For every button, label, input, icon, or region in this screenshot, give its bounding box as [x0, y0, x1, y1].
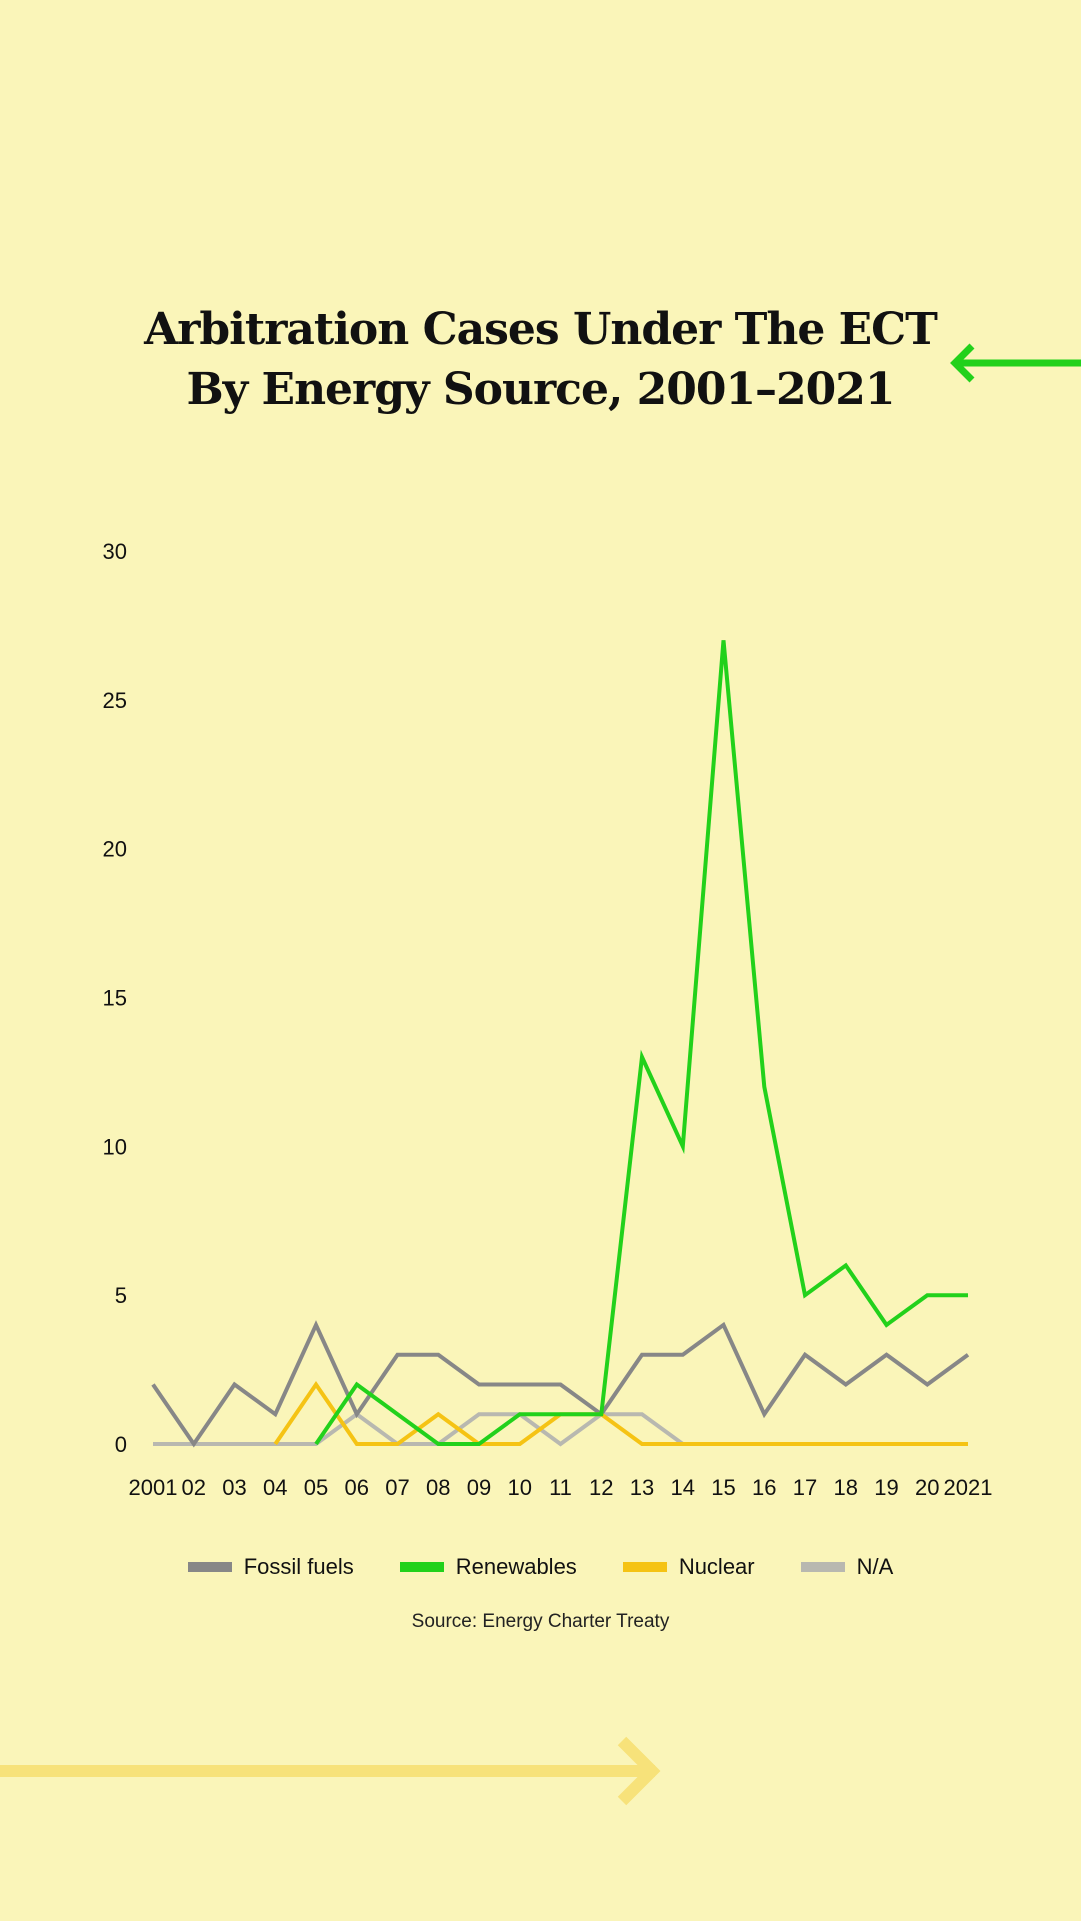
legend-item: Renewables [399, 1554, 577, 1580]
series-line-nuclear [273, 1380, 968, 1446]
legend-swatch [187, 1562, 232, 1572]
x-tick-label: 08 [426, 1475, 450, 1500]
x-tick-label: 14 [671, 1475, 695, 1500]
x-tick-label: 16 [752, 1475, 776, 1500]
source-note: Source: Energy Charter Treaty [411, 1611, 670, 1632]
legend: Fossil fuels Renewables Nuclear N/A [0, 1554, 1081, 1580]
y-axis: 0 5 10 15 20 25 30 [103, 539, 127, 1457]
decorative-arrow-left-icon [950, 343, 1081, 383]
legend-label: Fossil fuels [243, 1554, 354, 1579]
chart-title-line-1: Arbitration Cases Under The ECT [144, 304, 938, 355]
x-tick-label: 03 [222, 1475, 246, 1500]
y-tick-label: 10 [103, 1134, 127, 1159]
x-tick-label: 12 [589, 1475, 613, 1500]
y-tick-label: 15 [103, 986, 127, 1011]
x-axis: 2001 02 03 04 05 06 07 08 09 10 11 12 13 14 15 16 17 18 19… [129, 1475, 993, 1500]
legend-label: Renewables [455, 1554, 577, 1579]
chart-title-line-2: By Energy Source, 2001–2021 [186, 364, 895, 415]
y-tick-label: 5 [115, 1283, 127, 1308]
x-tick-label: 2001 [129, 1475, 178, 1500]
legend-item: N/A [800, 1554, 894, 1580]
y-tick-label: 0 [115, 1432, 127, 1457]
series-line-fossil-fuels [151, 1320, 970, 1448]
x-tick-label: 17 [793, 1475, 817, 1500]
y-tick-label: 20 [103, 837, 127, 862]
series-line-n-a [153, 1411, 968, 1447]
x-tick-label: 13 [630, 1475, 654, 1500]
legend-item: Nuclear [622, 1554, 755, 1580]
legend-swatch [800, 1562, 845, 1572]
y-tick-label: 25 [103, 688, 127, 713]
x-tick-label: 10 [508, 1475, 532, 1500]
x-tick-label: 2021 [944, 1475, 993, 1500]
x-tick-label: 04 [263, 1475, 287, 1500]
legend-item: Fossil fuels [187, 1554, 354, 1580]
legend-label: Nuclear [678, 1554, 755, 1579]
legend-swatch [399, 1562, 444, 1572]
x-tick-label: 09 [467, 1475, 491, 1500]
x-tick-label: 11 [549, 1475, 572, 1500]
decorative-arrow-right-icon [0, 1736, 661, 1806]
legend-label: N/A [856, 1554, 894, 1579]
legend-swatch [622, 1562, 667, 1572]
chart-title: Arbitration Cases Under The ECT By Energ… [0, 300, 1081, 420]
x-tick-label: 19 [874, 1475, 898, 1500]
x-tick-label: 15 [711, 1475, 735, 1500]
series-line-renewables [314, 640, 968, 1446]
x-tick-label: 07 [385, 1475, 409, 1500]
series-lines [151, 640, 970, 1448]
x-tick-label: 06 [345, 1475, 369, 1500]
x-tick-label: 18 [834, 1475, 858, 1500]
x-tick-label: 20 [915, 1475, 939, 1500]
y-tick-label: 30 [103, 539, 127, 564]
x-tick-label: 02 [182, 1475, 206, 1500]
x-tick-label: 05 [304, 1475, 328, 1500]
